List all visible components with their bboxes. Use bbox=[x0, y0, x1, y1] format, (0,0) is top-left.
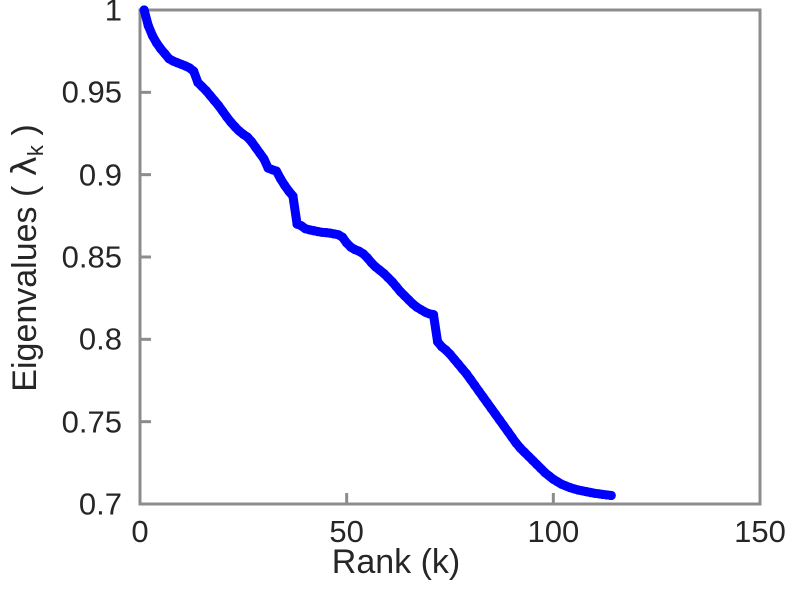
data-point bbox=[275, 174, 286, 184]
y-tick-label: 0.9 bbox=[78, 157, 122, 193]
y-tick-label: 0.75 bbox=[61, 404, 122, 440]
data-point bbox=[271, 166, 281, 176]
y-tick-label: 0.8 bbox=[78, 321, 122, 357]
x-tick-label: 100 bbox=[527, 514, 580, 549]
y-tick-label: 0.85 bbox=[61, 239, 122, 275]
y-tick-label: 0.7 bbox=[78, 486, 122, 522]
plot-background bbox=[140, 10, 760, 504]
data-point bbox=[288, 191, 298, 201]
x-tick-label: 50 bbox=[329, 514, 364, 549]
data-point bbox=[259, 154, 269, 164]
y-tick-label: 0.95 bbox=[61, 74, 122, 110]
data-point bbox=[139, 5, 149, 15]
data-point bbox=[189, 66, 199, 76]
data-point bbox=[147, 30, 157, 41]
data-point bbox=[428, 310, 439, 320]
x-tick-label: 150 bbox=[734, 514, 786, 549]
axes-box bbox=[138, 8, 762, 506]
data-point bbox=[606, 490, 616, 501]
y-tick-label: 1 bbox=[104, 0, 122, 28]
eigenvalue-markers bbox=[139, 5, 616, 501]
x-tick-label: 0 bbox=[131, 514, 149, 549]
data-point bbox=[143, 21, 153, 31]
x-axis-label: Rank (k) bbox=[331, 543, 461, 581]
